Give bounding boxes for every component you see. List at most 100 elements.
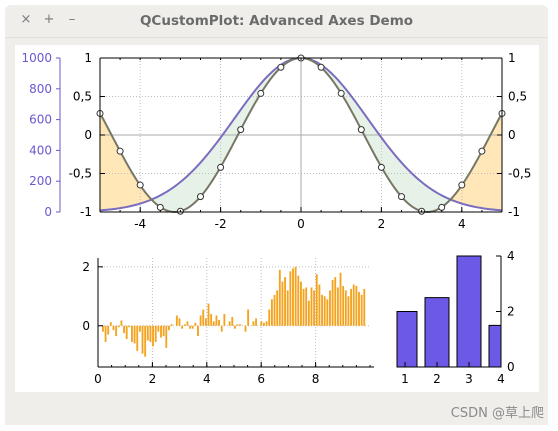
window-title: QCustomPlot: Advanced Axes Demo xyxy=(139,13,414,29)
top-x-tick-label: 4 xyxy=(458,217,466,231)
fill-between-curves xyxy=(103,120,107,211)
data-point-marker xyxy=(357,126,365,134)
fill-between-curves xyxy=(111,135,115,210)
data-point-marker xyxy=(438,203,446,211)
orange-bar xyxy=(300,281,302,326)
fill-between-curves xyxy=(131,171,135,207)
purple-x-tick-label: 4 xyxy=(497,372,505,386)
fill-between-curves xyxy=(433,190,436,212)
orange-bar xyxy=(186,321,189,326)
orange-bar xyxy=(168,325,170,331)
orange-bar xyxy=(175,315,178,326)
purple-x-tick-label: 3 xyxy=(465,372,473,386)
fill-between-curves xyxy=(417,177,420,212)
orange-bar xyxy=(123,325,125,334)
orange-bar xyxy=(162,325,165,337)
orange-bar xyxy=(315,274,318,326)
orange-bar xyxy=(363,288,366,326)
orange-bar xyxy=(336,287,339,326)
fill-between-curves xyxy=(493,124,497,211)
fill-between-curves xyxy=(489,131,493,210)
orange-bar xyxy=(342,285,345,326)
orange-bar xyxy=(350,288,353,326)
fill-between-curves xyxy=(413,174,416,210)
orange-bar xyxy=(191,325,194,329)
orange-bar xyxy=(228,321,231,326)
orange-bar xyxy=(189,325,191,329)
purple-bar xyxy=(396,311,418,368)
orange-bar xyxy=(199,315,202,326)
orange-bar xyxy=(107,325,110,335)
fill-between-curves xyxy=(174,184,177,213)
orange-bar xyxy=(263,322,265,326)
data-point-marker xyxy=(398,193,405,201)
purple-bar xyxy=(424,297,450,368)
title-bar[interactable]: × + – QCustomPlot: Advanced Axes Demo xyxy=(5,5,548,38)
purple-bar xyxy=(456,255,482,368)
orange-bar xyxy=(329,290,331,326)
fill-between-curves xyxy=(429,187,432,213)
fill-between-curves xyxy=(166,190,169,212)
fill-between-curves xyxy=(202,157,205,196)
fill-between-curves xyxy=(200,159,203,198)
fill-between-curves xyxy=(117,147,121,209)
purple-axis-label: 200 xyxy=(29,174,52,188)
top-right-y-label: 0,5 xyxy=(508,90,527,104)
fill-between-curves xyxy=(475,157,479,208)
fill-between-curves xyxy=(176,183,179,213)
fill-between-curves xyxy=(194,166,197,204)
bars-x-tick-label: 2 xyxy=(149,372,157,386)
top-right-y-label: 1 xyxy=(508,51,516,65)
orange-bar xyxy=(260,321,263,326)
orange-bar xyxy=(313,290,316,326)
data-point-marker xyxy=(458,181,466,189)
close-icon[interactable]: × xyxy=(20,12,32,27)
orange-bar xyxy=(347,296,350,326)
orange-bar xyxy=(247,309,250,326)
orange-bar xyxy=(289,271,292,326)
orange-bar xyxy=(204,318,207,326)
fill-between-curves xyxy=(497,116,501,211)
minimize-icon[interactable]: – xyxy=(68,12,76,27)
orange-bar xyxy=(207,303,210,326)
fill-between-curves xyxy=(170,187,173,213)
orange-bar xyxy=(355,285,358,326)
fill-between-curves xyxy=(389,147,392,185)
data-point-marker xyxy=(197,193,204,201)
orange-bar xyxy=(360,294,363,326)
purple-y-tick-label: 4 xyxy=(507,249,515,263)
fill-between-curves xyxy=(415,176,418,211)
maximize-icon[interactable]: + xyxy=(43,12,55,27)
top-left-y-label: 0 xyxy=(84,128,92,142)
fill-between-curves xyxy=(190,170,193,207)
fill-between-curves xyxy=(208,149,211,188)
orange-bar xyxy=(305,287,308,326)
fill-between-curves xyxy=(212,144,215,182)
fill-between-curves xyxy=(421,181,424,213)
orange-bar xyxy=(339,272,342,326)
fill-between-curves xyxy=(411,172,414,209)
data-point-marker xyxy=(257,89,265,97)
orange-bar xyxy=(120,320,123,326)
orange-bar xyxy=(268,309,271,326)
orange-bar xyxy=(234,325,236,329)
orange-bar xyxy=(138,325,141,332)
fill-between-curves xyxy=(188,172,191,209)
fill-between-curves xyxy=(109,131,113,210)
orange-bar xyxy=(220,325,223,332)
orange-bar xyxy=(160,325,162,338)
orange-bar xyxy=(133,325,136,344)
plot-canvas[interactable]: 1000 800 600 400 200 0 -4 -2 0 2 4 1 0,5 0 -0,5 -1 1 0,5 0… xyxy=(15,45,539,392)
data-point-marker xyxy=(277,63,285,71)
top-right-y-label: -0,5 xyxy=(508,167,531,181)
fill-between-curves xyxy=(399,159,402,198)
data-point-marker xyxy=(136,181,144,189)
fill-between-curves xyxy=(182,177,185,212)
fill-between-curves xyxy=(423,183,426,213)
orange-bar xyxy=(194,322,197,326)
top-left-y-label: 0,5 xyxy=(73,90,92,104)
fill-between-curves xyxy=(407,168,410,206)
orange-bar xyxy=(331,280,334,326)
orange-bar xyxy=(149,325,152,342)
